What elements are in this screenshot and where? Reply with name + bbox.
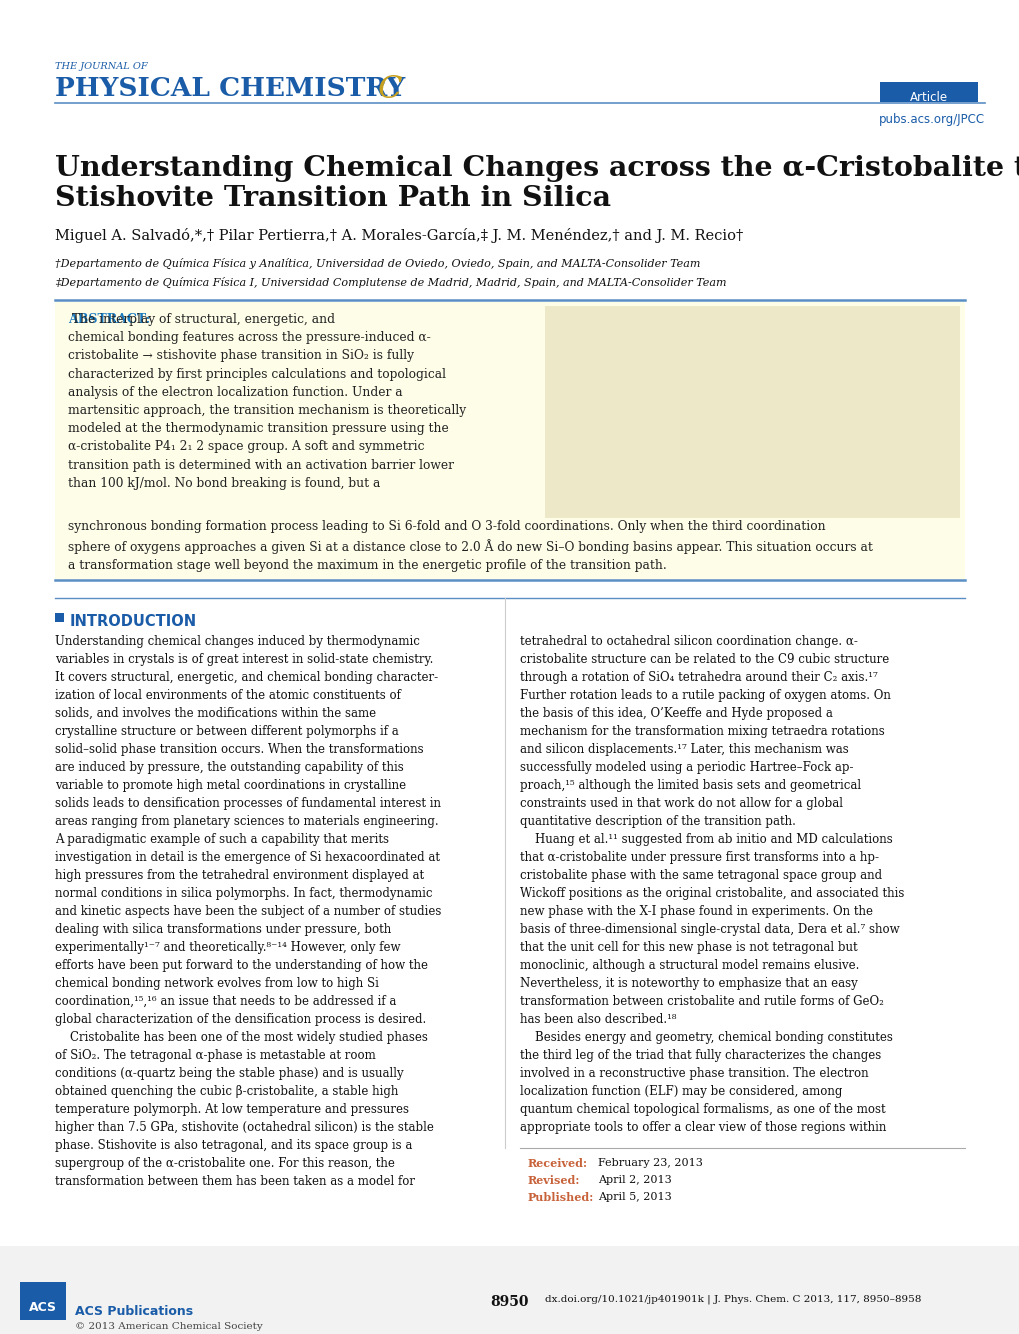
Text: Stishovite Transition Path in Silica: Stishovite Transition Path in Silica	[55, 185, 610, 212]
Text: C: C	[378, 73, 403, 105]
Text: ACS: ACS	[29, 1301, 57, 1314]
Text: ABSTRACT:: ABSTRACT:	[68, 313, 150, 325]
Bar	[55, 614, 64, 622]
Text: April 5, 2013: April 5, 2013	[597, 1193, 672, 1202]
Text: 8950: 8950	[490, 1295, 529, 1309]
Text: INTRODUCTION: INTRODUCTION	[70, 614, 197, 630]
Text: synchronous bonding formation process leading to Si 6-fold and O 3-fold coordina: synchronous bonding formation process le…	[68, 520, 872, 572]
Text: tetrahedral to octahedral silicon coordination change. α-
cristobalite structure: tetrahedral to octahedral silicon coordi…	[520, 635, 904, 1134]
Text: Published:: Published:	[528, 1193, 594, 1203]
Bar	[544, 305, 959, 518]
Text: The interplay of structural, energetic, and
chemical bonding features across the: The interplay of structural, energetic, …	[68, 313, 466, 490]
Text: Article: Article	[909, 91, 947, 104]
Text: pubs.acs.org/JPCC: pubs.acs.org/JPCC	[878, 113, 984, 125]
Bar	[879, 81, 977, 101]
Text: ACS Publications: ACS Publications	[75, 1305, 193, 1318]
Text: PHYSICAL CHEMISTRY: PHYSICAL CHEMISTRY	[55, 76, 405, 101]
Bar	[55, 301, 964, 580]
Text: Revised:: Revised:	[528, 1175, 580, 1186]
Text: Understanding Chemical Changes across the α-Cristobalite to: Understanding Chemical Changes across th…	[55, 155, 1019, 181]
Text: February 23, 2013: February 23, 2013	[597, 1158, 702, 1169]
Text: Received:: Received:	[528, 1158, 587, 1169]
Text: Miguel A. Salvadó,*,† Pilar Pertierra,† A. Morales-García,‡ J. M. Menéndez,† and: Miguel A. Salvadó,*,† Pilar Pertierra,† …	[55, 228, 743, 243]
Text: Understanding chemical changes induced by thermodynamic
variables in crystals is: Understanding chemical changes induced b…	[55, 635, 441, 1189]
Text: April 2, 2013: April 2, 2013	[597, 1175, 672, 1185]
Bar	[20, 1282, 66, 1321]
Bar	[0, 1246, 1019, 1334]
Text: ‡Departamento de Química Física I, Universidad Complutense de Madrid, Madrid, Sp: ‡Departamento de Química Física I, Unive…	[55, 277, 726, 288]
Text: †Departamento de Química Física y Analítica, Universidad de Oviedo, Oviedo, Spai: †Departamento de Química Física y Analít…	[55, 257, 700, 269]
Text: dx.doi.org/10.1021/jp401901k | J. Phys. Chem. C 2013, 117, 8950–8958: dx.doi.org/10.1021/jp401901k | J. Phys. …	[544, 1295, 920, 1305]
Text: © 2013 American Chemical Society: © 2013 American Chemical Society	[75, 1322, 263, 1331]
Text: THE JOURNAL OF: THE JOURNAL OF	[55, 61, 148, 71]
